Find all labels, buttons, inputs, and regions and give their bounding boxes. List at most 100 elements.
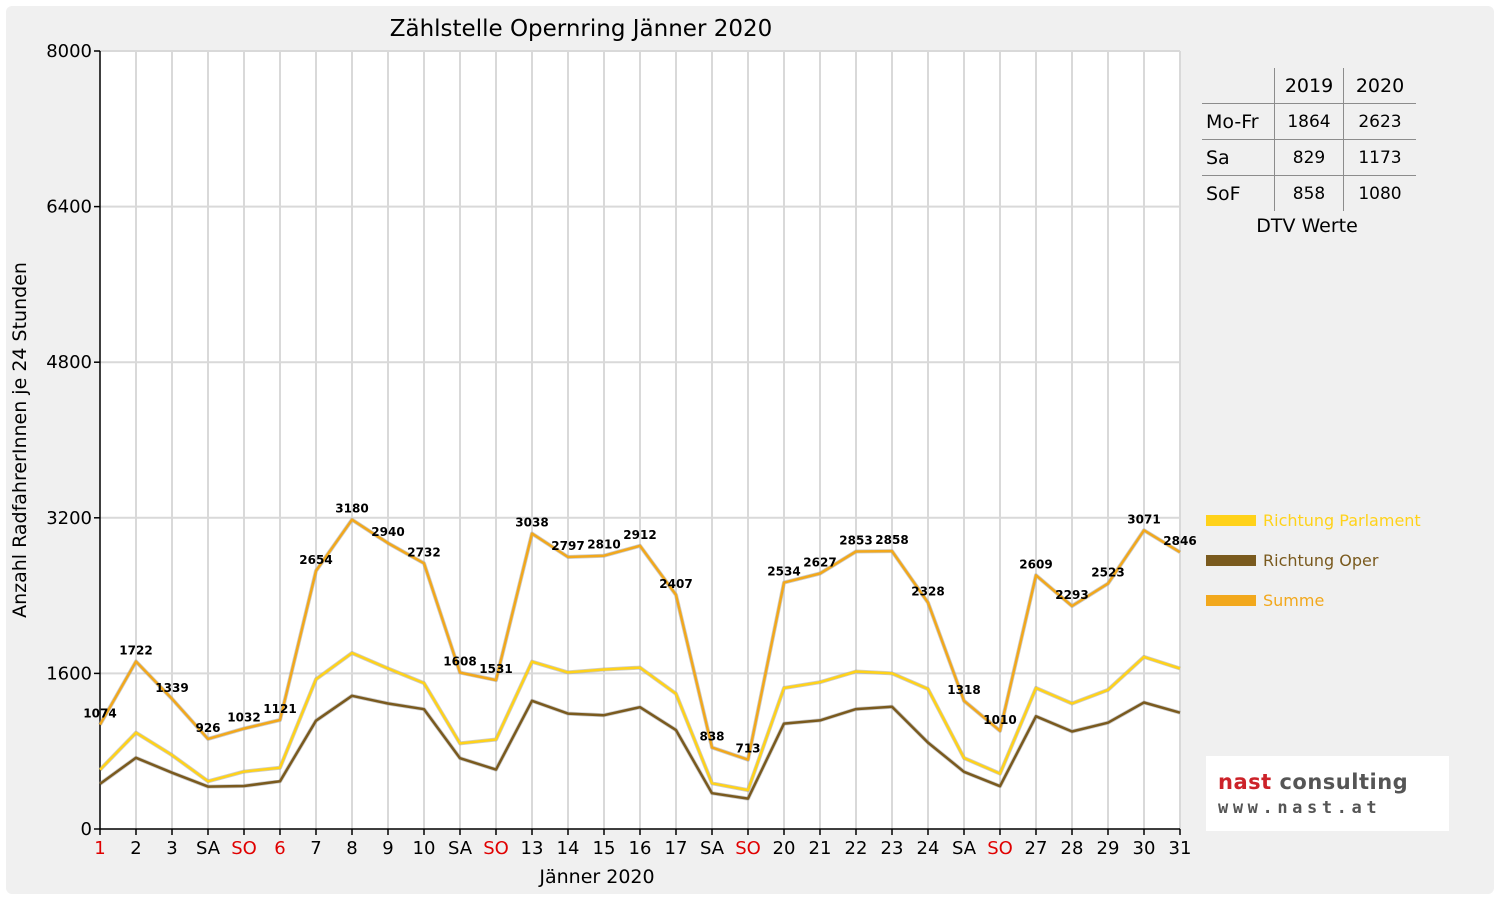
dtv-value-2019: 829 [1274, 139, 1344, 176]
data-label: 926 [195, 721, 220, 735]
series-line-richtung-parlament [99, 651, 1181, 792]
data-label: 2853 [839, 534, 872, 548]
x-axis-title: Jänner 2020 [538, 866, 654, 888]
dtv-row-sa: Sa 829 1173 [1202, 139, 1416, 176]
y-tick-label: 1600 [46, 663, 92, 684]
chart-frame: 0 1600 3200 4800 6400 8000 1 2 3 SA SO 6 7 8 9 10 SA SO 13… [6, 6, 1494, 894]
chart-title: Zählstelle Opernring Jänner 2020 [390, 16, 773, 42]
data-label: 2407 [659, 577, 692, 591]
y-tick-label: 8000 [46, 41, 92, 62]
x-tick-label: SA [700, 838, 725, 859]
series-line-richtung-oper [99, 694, 1181, 800]
x-tick-label: 17 [665, 838, 688, 859]
data-label: 1608 [443, 655, 476, 669]
x-tick-label: 9 [382, 838, 393, 859]
x-tick-label: 21 [809, 838, 832, 859]
x-tick-label: 28 [1061, 838, 1084, 859]
dtv-header-2019: 2019 [1274, 68, 1344, 104]
y-axis-title: Anzahl RadfahrerInnen je 24 Stunden [9, 262, 31, 618]
x-tick-label: 3 [166, 838, 177, 859]
data-label: 2293 [1055, 588, 1088, 602]
x-tick-label: 23 [881, 838, 904, 859]
data-label: 2732 [407, 545, 440, 559]
data-label: 2654 [299, 553, 332, 567]
data-label: 2609 [1019, 557, 1052, 571]
x-tick-label: SA [448, 838, 473, 859]
data-label: 2523 [1091, 566, 1124, 580]
legend-swatch [1206, 554, 1256, 566]
x-tick-label: 16 [629, 838, 652, 859]
data-label: 2328 [911, 585, 944, 599]
legend-item-oper: Richtung Oper [1206, 540, 1421, 580]
dtv-value-2019: 858 [1274, 175, 1344, 211]
x-tick-label: SO [483, 838, 509, 859]
x-tick-label: 6 [274, 838, 285, 859]
dtv-header-row: 2019 2020 [1202, 68, 1416, 104]
data-label: 2534 [767, 565, 800, 579]
dtv-header-empty [1202, 68, 1275, 104]
logo-name-part2: consulting [1271, 770, 1409, 794]
dtv-row-mofr: Mo-Fr 1864 2623 [1202, 103, 1416, 140]
y-tick-label: 6400 [46, 197, 92, 218]
x-tick-label: 30 [1133, 838, 1156, 859]
data-label: 3071 [1127, 512, 1160, 526]
data-label: 1032 [227, 711, 260, 725]
dtv-table: 2019 2020 Mo-Fr 1864 2623 Sa 829 1173 So… [1202, 68, 1422, 237]
y-tick-label: 3200 [46, 508, 92, 529]
x-tick-label: SO [735, 838, 761, 859]
legend-item-summe: Summe [1206, 580, 1421, 620]
data-label: 1010 [983, 713, 1016, 727]
x-tick-label: 15 [593, 838, 616, 859]
x-tick-label: 13 [521, 838, 544, 859]
series-line-summe [98, 518, 1181, 761]
dtv-value-2020: 2623 [1343, 103, 1416, 140]
chart-legend: Richtung Parlament Richtung Oper Summe [1206, 500, 1421, 620]
data-label: 2940 [371, 525, 404, 539]
legend-label: Summe [1263, 590, 1325, 610]
dtv-value-2020: 1173 [1343, 139, 1416, 176]
data-label: 2627 [803, 556, 836, 570]
dtv-row-label: Mo-Fr [1202, 103, 1275, 140]
dtv-row-sof: SoF 858 1080 [1202, 175, 1416, 211]
x-tick-label: 31 [1169, 838, 1192, 859]
logo-name: nast consulting [1218, 770, 1408, 794]
data-label: 2912 [623, 528, 656, 542]
x-tick-label: 22 [845, 838, 868, 859]
dtv-caption: DTV Werte [1256, 215, 1358, 237]
x-tick-label: SA [952, 838, 977, 859]
data-label: 2810 [587, 538, 620, 552]
data-label: 1318 [947, 683, 980, 697]
x-tick-label: SO [987, 838, 1013, 859]
nast-logo: nast consulting www.nast.at [1206, 756, 1449, 831]
x-tick-label: SA [196, 838, 221, 859]
x-tick-label: 1 [94, 838, 105, 859]
data-label: 2858 [875, 533, 908, 547]
dtv-row-label: Sa [1202, 139, 1275, 176]
logo-url: www.nast.at [1218, 798, 1382, 818]
dtv-value-2019: 1864 [1274, 103, 1344, 140]
x-tick-label: 20 [773, 838, 796, 859]
legend-swatch [1206, 594, 1256, 606]
data-label: 1722 [119, 644, 152, 658]
x-tick-label: 14 [557, 838, 580, 859]
data-label: 1339 [155, 681, 188, 695]
data-label: 713 [735, 742, 760, 756]
x-tick-label: 2 [130, 838, 141, 859]
legend-label: Richtung Oper [1263, 550, 1379, 570]
dtv-header-2020: 2020 [1343, 68, 1416, 104]
dtv-row-label: SoF [1202, 175, 1275, 211]
x-tick-label: 27 [1025, 838, 1048, 859]
data-label: 2797 [551, 539, 584, 553]
x-tick-label: 7 [310, 838, 321, 859]
legend-label: Richtung Parlament [1263, 510, 1421, 530]
data-label: 1074 [83, 707, 116, 721]
x-tick-label: 8 [346, 838, 357, 859]
data-label: 1531 [479, 662, 512, 676]
data-label: 1121 [263, 702, 296, 716]
data-label: 2846 [1163, 534, 1196, 548]
x-tick-label: 24 [917, 838, 940, 859]
data-label: 3180 [335, 502, 368, 516]
y-tick-label: 0 [81, 819, 92, 840]
legend-swatch [1206, 514, 1256, 526]
